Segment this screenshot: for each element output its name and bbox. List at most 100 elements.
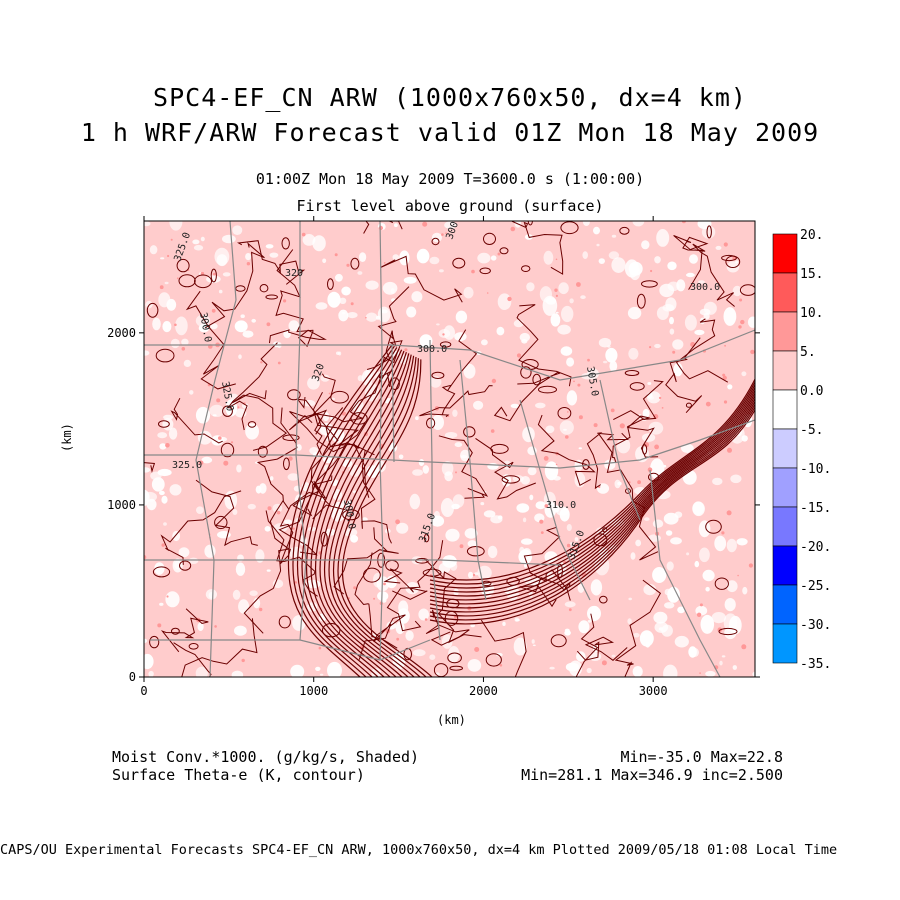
contour-line bbox=[243, 500, 291, 634]
zero-patch bbox=[361, 517, 368, 522]
zero-patch bbox=[436, 323, 440, 326]
zero-patch bbox=[412, 469, 424, 476]
positive-patch bbox=[739, 298, 743, 302]
zero-patch bbox=[703, 312, 710, 320]
zero-patch bbox=[444, 471, 453, 482]
contour-loop bbox=[431, 237, 440, 246]
contour-loop bbox=[278, 615, 291, 629]
zero-patch bbox=[382, 281, 398, 295]
zero-patch bbox=[196, 506, 204, 514]
zero-patch bbox=[545, 297, 557, 305]
positive-patch bbox=[658, 396, 662, 400]
contour-loop bbox=[463, 426, 476, 438]
zero-patch bbox=[240, 314, 245, 319]
contour-label: 325.0 bbox=[172, 460, 202, 471]
positive-patch bbox=[727, 447, 732, 453]
positive-patch bbox=[576, 282, 581, 287]
boundary-line bbox=[391, 344, 395, 463]
zero-patch bbox=[438, 562, 451, 574]
contour-line bbox=[288, 411, 346, 453]
zero-patch bbox=[529, 494, 534, 501]
contour-loop bbox=[599, 595, 608, 604]
zero-patch bbox=[635, 539, 642, 547]
contour-loop bbox=[220, 442, 235, 458]
colorbar-segment bbox=[772, 311, 798, 352]
zero-patch bbox=[201, 456, 213, 464]
zero-patch bbox=[195, 666, 208, 677]
zero-patch bbox=[302, 234, 316, 246]
colorbar-level-label: 20. bbox=[800, 228, 823, 243]
positive-patch bbox=[637, 480, 641, 485]
contour-loop bbox=[214, 515, 228, 530]
contour-loop bbox=[222, 405, 233, 417]
colorbar-level-label: -25. bbox=[800, 579, 831, 594]
zero-patch bbox=[591, 605, 599, 613]
zero-patch bbox=[654, 256, 661, 264]
zero-patch bbox=[266, 569, 271, 572]
colorbar-segment bbox=[772, 272, 798, 313]
positive-patch bbox=[750, 349, 755, 355]
positive-patch bbox=[555, 463, 558, 466]
contour-line bbox=[227, 342, 278, 431]
colorbar-level-label: -15. bbox=[800, 501, 831, 516]
zero-patch bbox=[439, 269, 444, 273]
zero-patch bbox=[564, 601, 576, 608]
zero-patch bbox=[692, 501, 705, 517]
zero-patch bbox=[531, 639, 535, 644]
positive-patch bbox=[740, 319, 745, 325]
zero-patch bbox=[633, 632, 640, 638]
contour-loop bbox=[624, 370, 640, 376]
positive-patch bbox=[174, 323, 177, 327]
positive-patch bbox=[491, 378, 497, 384]
contour-field-label: Surface Theta-e (K, contour) bbox=[112, 766, 365, 784]
contour-line bbox=[537, 414, 596, 487]
contour-line bbox=[429, 409, 755, 625]
positive-patch bbox=[241, 658, 245, 663]
boundary-line bbox=[649, 469, 721, 677]
zero-patch bbox=[586, 667, 592, 674]
zero-patch bbox=[647, 534, 662, 542]
contour-loop bbox=[636, 293, 646, 309]
contour-loop bbox=[327, 278, 334, 290]
colorbar-level-label: -20. bbox=[800, 540, 831, 555]
zero-patch bbox=[629, 265, 641, 281]
positive-patch bbox=[578, 415, 583, 420]
zero-patch bbox=[322, 258, 327, 264]
zero-patch bbox=[460, 455, 468, 459]
contour-loop bbox=[602, 527, 608, 533]
zero-patch bbox=[732, 665, 737, 670]
zero-patch bbox=[232, 589, 241, 600]
contour-line bbox=[438, 435, 489, 499]
contour-line bbox=[310, 407, 346, 520]
zero-patch bbox=[406, 306, 417, 318]
colorbar-segment bbox=[772, 506, 798, 547]
contour-line bbox=[614, 579, 662, 677]
contour-line bbox=[441, 329, 478, 415]
zero-patch bbox=[565, 662, 580, 672]
zero-patch bbox=[532, 644, 536, 647]
zero-patch bbox=[663, 512, 679, 525]
contour-line bbox=[576, 636, 628, 661]
zero-patch bbox=[234, 625, 247, 636]
positive-patch bbox=[318, 646, 322, 650]
map-plot-area: 325.0320300.0300.0300.0325.0320325.0300.… bbox=[143, 220, 756, 678]
contour-label: 300.0 bbox=[417, 344, 447, 355]
positive-patch bbox=[237, 406, 240, 409]
contour-loop bbox=[593, 533, 608, 547]
contour-loop bbox=[431, 371, 445, 379]
positive-patch bbox=[161, 543, 165, 547]
zero-patch bbox=[627, 306, 642, 320]
political-boundaries bbox=[144, 221, 755, 677]
zero-patch bbox=[513, 637, 527, 656]
zero-patch bbox=[431, 232, 442, 243]
zero-patch bbox=[558, 282, 569, 295]
zero-patch bbox=[448, 646, 460, 663]
positive-patch bbox=[230, 441, 234, 444]
plot-clip-group: 325.0320300.0300.0300.0325.0320325.0300.… bbox=[144, 221, 755, 677]
contour-loop bbox=[330, 390, 349, 404]
positive-patch bbox=[573, 380, 575, 383]
zero-patch bbox=[726, 538, 737, 553]
zero-patch bbox=[398, 600, 409, 615]
contour-label: 320 bbox=[285, 268, 303, 279]
zero-patch bbox=[327, 291, 341, 308]
